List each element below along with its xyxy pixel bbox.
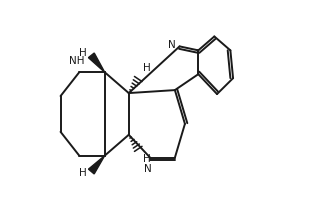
Text: N: N <box>144 164 151 174</box>
Text: N: N <box>168 40 176 50</box>
Polygon shape <box>88 156 105 174</box>
Text: H: H <box>79 48 87 58</box>
Text: H: H <box>142 154 150 164</box>
Text: H: H <box>79 168 87 178</box>
Polygon shape <box>88 53 105 72</box>
Text: NH: NH <box>70 56 85 66</box>
Text: H: H <box>142 63 150 73</box>
